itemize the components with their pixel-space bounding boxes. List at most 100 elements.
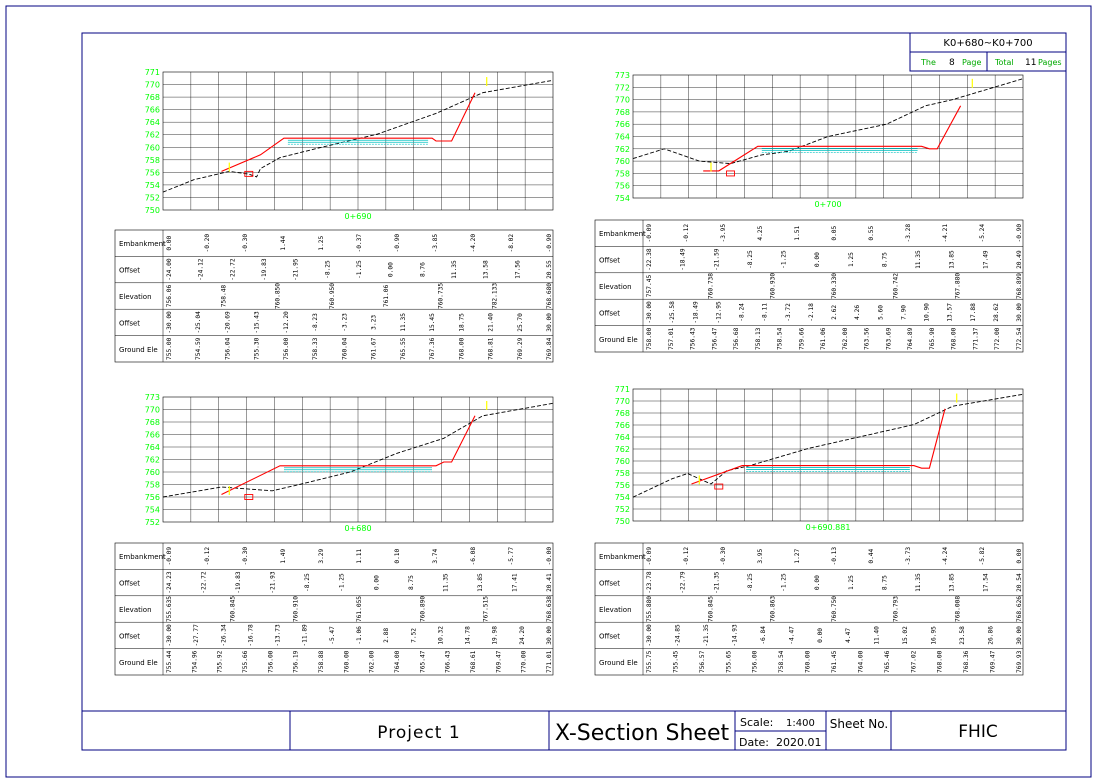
ditch <box>714 483 724 490</box>
row-label: Ground Ele <box>599 336 638 344</box>
y-tick-label: 756 <box>145 168 160 177</box>
table-cell: 760.735 <box>437 283 444 309</box>
table-cell: 0.00 <box>388 262 395 277</box>
table-cell: 760.950 <box>329 283 336 309</box>
table-cell: 760.845 <box>229 596 236 622</box>
table-cell: 756.00 <box>283 337 290 360</box>
table-cell: 1.25 <box>318 235 325 250</box>
table-cell: 3.23 <box>371 315 378 330</box>
ditch <box>244 170 254 177</box>
table-border <box>114 542 554 676</box>
table-cell: 13.57 <box>947 303 954 322</box>
table-cell: -21.93 <box>270 571 277 594</box>
y-tick-label: 752 <box>145 518 160 527</box>
table-cell: 771.37 <box>973 327 980 350</box>
sheet-title: X-Section Sheet <box>555 721 730 746</box>
outer-frame <box>5 5 1092 778</box>
table-cell: 0.44 <box>868 548 875 563</box>
table-cell: 764.00 <box>394 650 401 673</box>
table-cell: -20.69 <box>225 311 232 334</box>
design-line <box>221 92 476 172</box>
row-label: Embankment <box>119 553 166 561</box>
table-cell: -0.00 <box>546 547 553 566</box>
row-label: Offset <box>119 319 140 327</box>
project-name: Project 1 <box>377 723 460 743</box>
table-cell: 15.45 <box>429 313 436 332</box>
table-cell: 760.890 <box>419 596 426 622</box>
table-cell: -5.82 <box>979 547 986 566</box>
scale-value: 1:400 <box>786 718 815 729</box>
table-cell: -0.13 <box>831 547 838 566</box>
table-cell: 755.880 <box>646 596 653 622</box>
table-cell: 762.00 <box>842 327 849 350</box>
row-label: Offset <box>119 580 140 588</box>
table-cell: 10.32 <box>437 626 444 645</box>
table-cell: -3.85 <box>432 234 439 253</box>
table-cell: 760.910 <box>293 596 300 622</box>
table-cell: 3.29 <box>318 548 325 563</box>
table-cell: -0.20 <box>204 234 211 253</box>
y-tick-label: 756 <box>615 182 630 191</box>
table-cell: 4.47 <box>845 628 852 643</box>
table-cell: 768.899 <box>1016 273 1023 299</box>
row-label: Offset <box>119 267 140 275</box>
table-cell: -0.37 <box>356 234 363 253</box>
table-cell: 0.05 <box>831 225 838 240</box>
y-tick-label: 750 <box>615 517 630 526</box>
inner-frame <box>81 32 1067 751</box>
table-cell: 768.81 <box>488 337 495 360</box>
table-cell: 754.96 <box>191 650 198 673</box>
table-cell: -24.00 <box>166 258 173 281</box>
table-cell: -0.09 <box>646 547 653 566</box>
table-cell: -1.06 <box>356 626 363 645</box>
table-cell: 763.56 <box>864 327 871 350</box>
ditch <box>244 494 254 500</box>
table-cell: 13.85 <box>949 250 956 269</box>
table-cell: 764.89 <box>907 327 914 350</box>
table-cell: 7.90 <box>900 305 907 320</box>
table-cell: -22.72 <box>201 571 208 594</box>
date-value: 2020.01 <box>776 736 822 749</box>
table-cell: -26.34 <box>220 624 227 647</box>
table-cell: 8.76 <box>419 262 426 277</box>
y-tick-label: 773 <box>145 393 160 402</box>
table-cell: 754.59 <box>195 337 202 360</box>
table-cell: 756.19 <box>293 650 300 673</box>
table-cell: -4.47 <box>788 626 795 645</box>
table-cell: 760.750 <box>831 596 838 622</box>
table-cell: 0.55 <box>868 225 875 240</box>
table-cell: 17.88 <box>970 303 977 322</box>
table-cell: 755.30 <box>254 337 261 360</box>
table-cell: -8.02 <box>508 234 515 253</box>
table-cell: 2.88 <box>383 628 390 643</box>
y-tick-label: 770 <box>615 96 630 105</box>
table-cell: 768.61 <box>470 650 477 673</box>
table-cell: 761.45 <box>831 650 838 673</box>
table-cell: 768.00 <box>937 650 944 673</box>
page-label: Page <box>962 58 981 67</box>
table-cell: 11.35 <box>915 573 922 592</box>
table-cell: 757.45 <box>646 275 653 298</box>
table-cell: 756.00 <box>267 650 274 673</box>
row-label: Ground Ele <box>599 659 638 667</box>
table-cell: 1.44 <box>280 235 287 250</box>
table-cell: 756.06 <box>166 285 173 308</box>
table-cell: 10.90 <box>924 303 931 322</box>
table-cell: 767.880 <box>954 273 961 299</box>
table-cell: 760.738 <box>708 273 715 299</box>
y-tick-label: 768 <box>615 409 630 418</box>
table-cell: -3.23 <box>341 313 348 332</box>
table-cell: 13.85 <box>477 573 484 592</box>
table-cell: 764.00 <box>857 650 864 673</box>
table-cell: -15.43 <box>254 311 261 334</box>
table-cell: -4.24 <box>942 547 949 566</box>
table-cell: -22.79 <box>680 571 687 594</box>
table-cell: -4.21 <box>942 224 949 243</box>
table-cell: 755.65 <box>725 650 732 673</box>
table-cell: 756.57 <box>699 650 706 673</box>
table-cell: 760.930 <box>769 273 776 299</box>
table-cell: 30.00 <box>546 313 553 332</box>
table-border <box>114 229 554 363</box>
table-cell: -0.09 <box>166 547 173 566</box>
